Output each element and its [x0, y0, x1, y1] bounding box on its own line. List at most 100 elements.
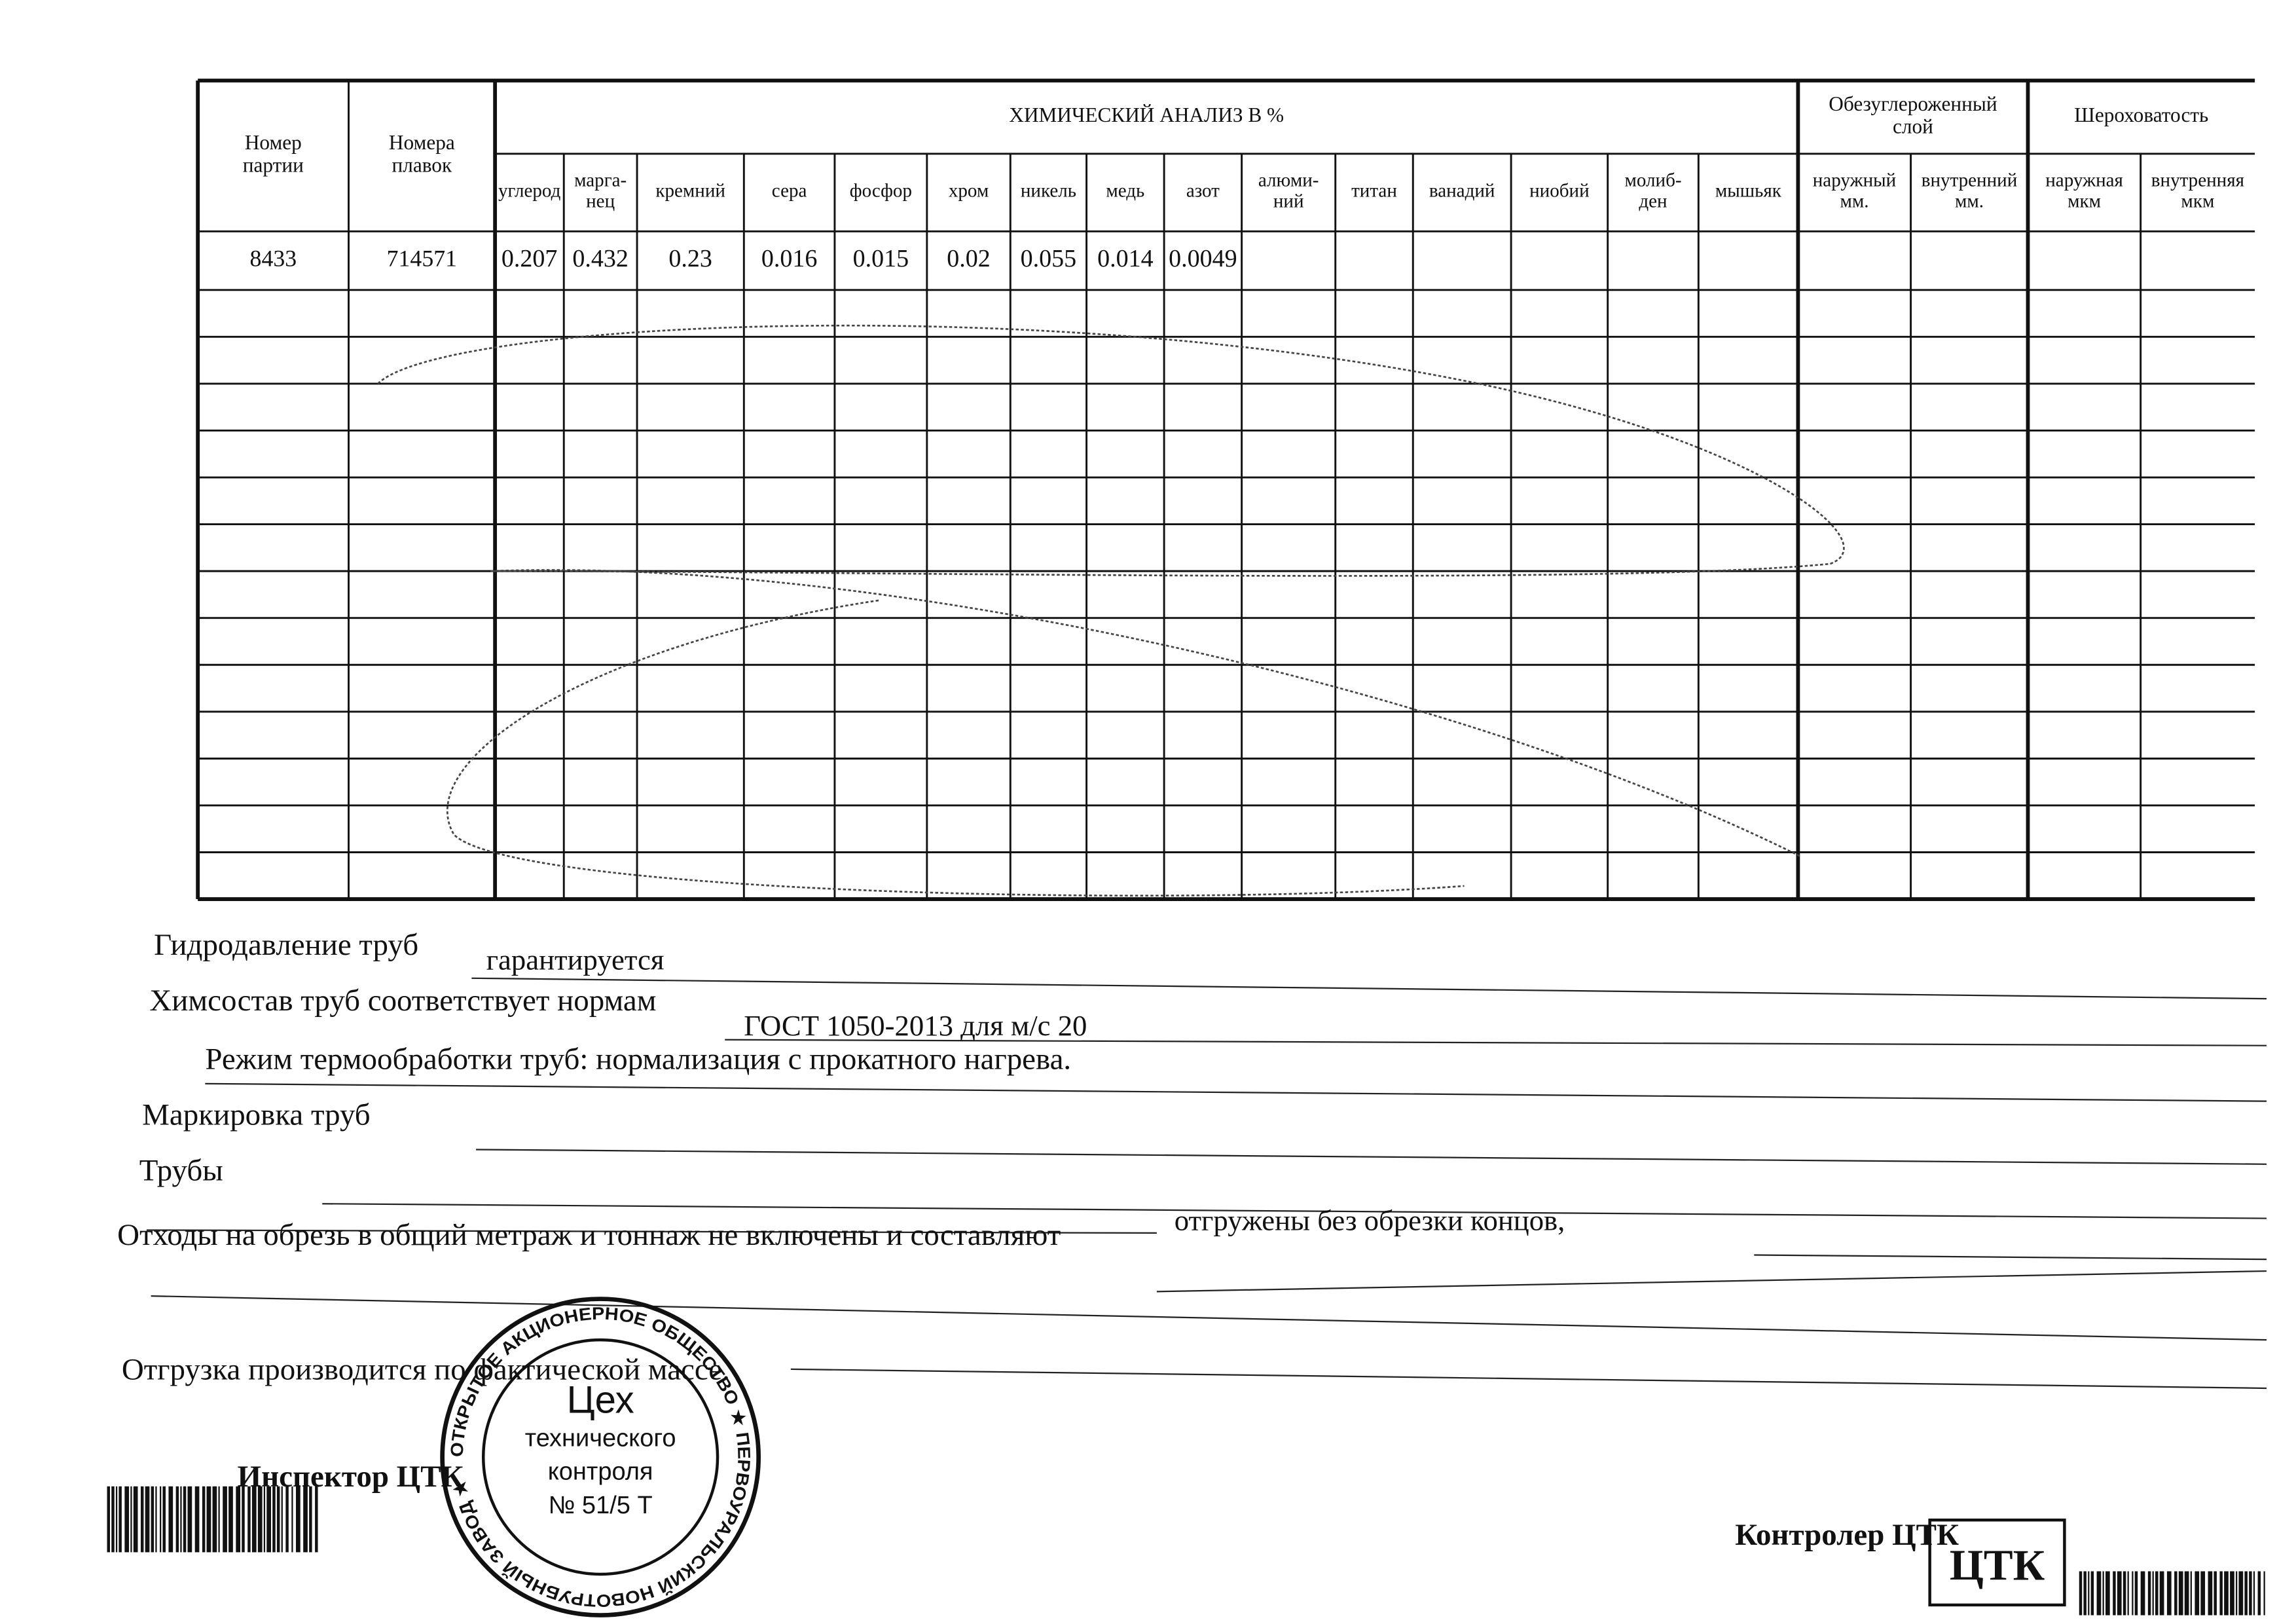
barcode-bar: [145, 1486, 150, 1553]
stamp-line: контроля: [548, 1458, 653, 1486]
barcode-bar: [2155, 1571, 2159, 1615]
fill-line: [146, 1229, 1157, 1234]
form-text: Отходы на обрезь в общий метраж и тоннаж…: [117, 1218, 1061, 1252]
fill-line: [322, 1203, 2267, 1219]
barcode-bar: [183, 1486, 187, 1553]
header-cell: ний: [1273, 191, 1304, 212]
header-cell: Номера: [389, 131, 455, 154]
header-cell: наружная: [2045, 170, 2123, 191]
barcode-bar: [2152, 1571, 2154, 1615]
barcode-bar: [111, 1486, 115, 1553]
barcode-bar: [242, 1486, 245, 1553]
barcode-bar: [2132, 1571, 2134, 1615]
header-cell: сера: [772, 181, 807, 202]
header-group: слой: [1893, 115, 1933, 138]
header-cell: кремний: [655, 181, 725, 202]
barcode-bar: [115, 1486, 118, 1553]
stamp-line: № 51/5 Т: [549, 1492, 653, 1519]
barcode-bar: [2257, 1571, 2261, 1615]
small-stamp-text: ЦТК: [1950, 1541, 2045, 1590]
barcode-bar: [187, 1486, 192, 1553]
fill-line: [476, 1149, 2267, 1165]
data-cell: 0.02: [947, 245, 991, 272]
header-cell: никель: [1021, 181, 1076, 202]
header-cell: марга-: [574, 170, 627, 191]
data-cell: 0.016: [761, 245, 818, 272]
barcode-bar: [2123, 1571, 2126, 1615]
barcode-bar: [291, 1486, 293, 1553]
barcode-bar: [2140, 1571, 2145, 1615]
barcode-bar: [272, 1486, 276, 1553]
barcode-bar: [296, 1486, 301, 1553]
barcode-bar: [2230, 1571, 2234, 1615]
header-cell: титан: [1351, 181, 1397, 202]
barcode-bar: [2244, 1571, 2248, 1615]
fill-line: [1754, 1254, 2267, 1261]
barcode-bar: [2079, 1571, 2083, 1615]
header-cell: мм.: [1840, 191, 1868, 212]
form-text: гарантируется: [486, 943, 665, 976]
data-cell: 0.0049: [1169, 245, 1237, 272]
form-text: Режим термообработки труб: нормализация …: [205, 1042, 1071, 1076]
barcode-bar: [218, 1486, 220, 1553]
barcode-bar: [276, 1486, 280, 1553]
form-text: Контролер ЦТК: [1735, 1518, 1959, 1552]
fill-line: [471, 977, 2267, 1000]
fill-line: [151, 1295, 2267, 1341]
barcode-bar: [133, 1486, 138, 1553]
form-text: Маркировка труб: [142, 1098, 371, 1132]
barcode-bar: [266, 1486, 271, 1553]
barcode-bar: [2263, 1571, 2265, 1615]
header-cell: хром: [949, 181, 989, 202]
barcode-bar: [2090, 1571, 2094, 1615]
data-cell: 0.015: [853, 245, 909, 272]
barcode-bar: [107, 1486, 110, 1553]
barcode-bar: [263, 1486, 266, 1553]
barcode-bar: [2127, 1571, 2129, 1615]
barcode-bar: [2096, 1571, 2102, 1615]
barcode-bar: [151, 1486, 155, 1553]
small-stamp-frame: [1928, 1518, 2066, 1607]
barcode-bar: [2238, 1571, 2244, 1615]
barcode-bar: [2208, 1571, 2213, 1615]
barcode-bar: [223, 1486, 227, 1553]
barcode-bar: [2105, 1571, 2110, 1615]
barcode-bar: [140, 1486, 144, 1553]
header-cell: фосфор: [850, 181, 912, 202]
barcode-bar: [2200, 1571, 2206, 1615]
form-lines: Гидродавление труб гарантируется Химсостав…: [117, 928, 2267, 1552]
barcode-bar: [2214, 1571, 2217, 1615]
barcode-bar: [124, 1486, 130, 1553]
barcode-bar: [2117, 1571, 2122, 1615]
barcodes: [107, 1486, 2265, 1615]
barcode-bar: [247, 1486, 251, 1553]
barcode-bar: [180, 1486, 182, 1553]
barcode-bar: [2174, 1571, 2178, 1615]
barcode-bar: [228, 1486, 233, 1553]
header-group: Обезуглероженный: [1829, 92, 1997, 115]
header-cell: ден: [1639, 191, 1667, 212]
stamp-outer-ring: [440, 1297, 761, 1617]
barcode-bar: [118, 1486, 122, 1553]
data-cell: 0.23: [668, 245, 712, 272]
data-cell: 0.432: [572, 245, 629, 272]
form-text: Химсостав труб соответствует нормам: [149, 984, 656, 1018]
barcode-bar: [2224, 1571, 2229, 1615]
barcode-bar: [168, 1486, 173, 1553]
barcode-bar: [2147, 1571, 2151, 1615]
barcode-bar: [2184, 1571, 2189, 1615]
header-cell: мкм: [2181, 191, 2214, 212]
stamp-line: Цех: [567, 1379, 634, 1422]
barcode-bar: [194, 1486, 200, 1553]
barcode-bar: [2113, 1571, 2116, 1615]
header-cell: плавок: [392, 154, 452, 177]
form-text: отгружены без обрезки концов,: [1175, 1204, 1565, 1236]
header-cell: азот: [1186, 181, 1220, 202]
header-group: ХИМИЧЕСКИЙ АНАЛИЗ В %: [1009, 103, 1284, 126]
header-cell: мышьяк: [1715, 181, 1782, 202]
barcode-bar: [202, 1486, 206, 1553]
header-cell: партии: [243, 154, 304, 177]
